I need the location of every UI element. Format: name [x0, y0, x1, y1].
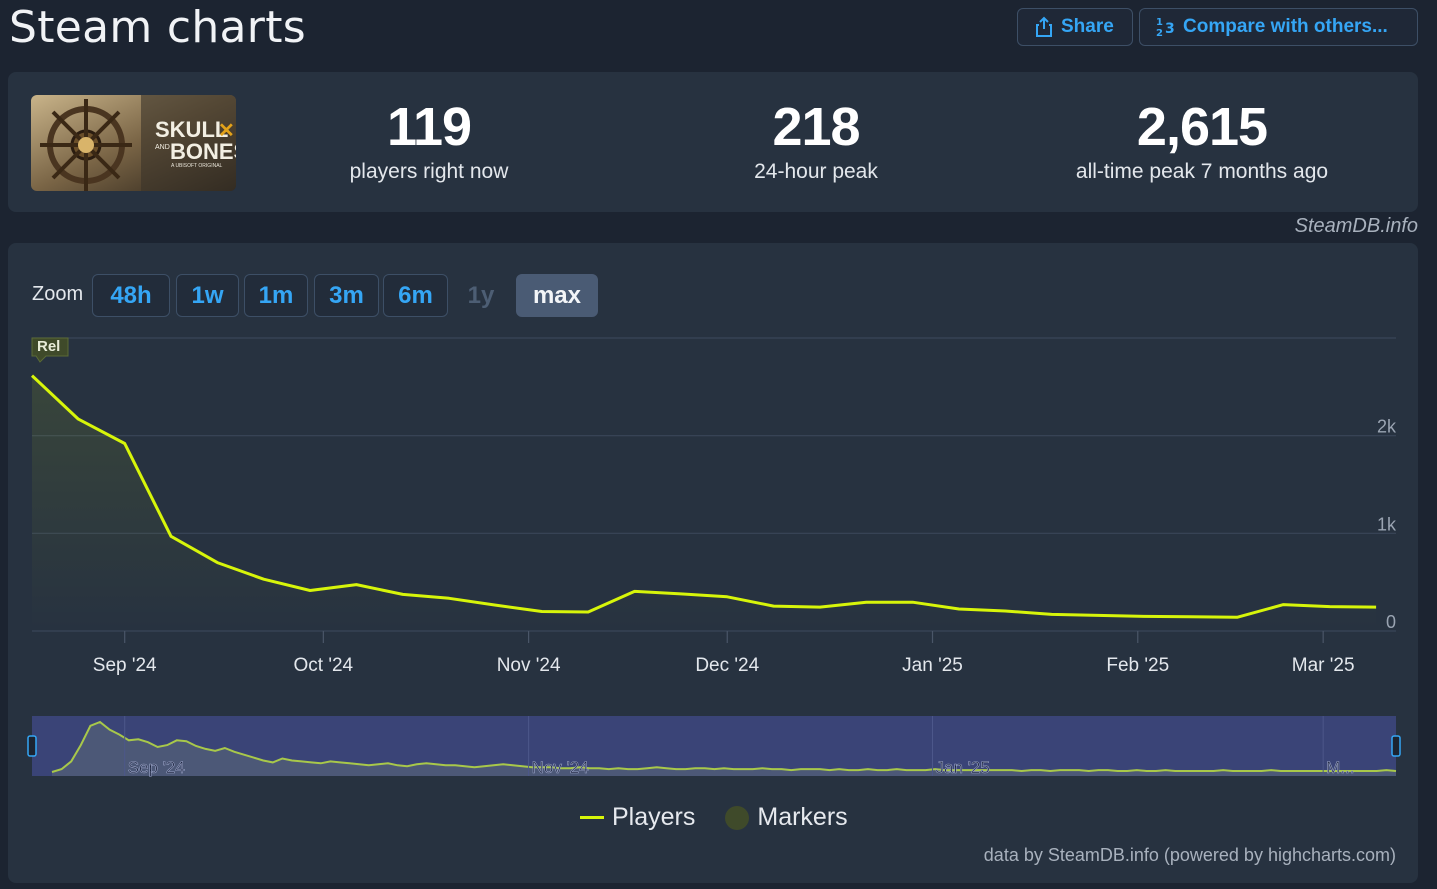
stat-24h-label: 24-hour peak [754, 160, 878, 183]
legend-markers[interactable]: Markers [725, 803, 848, 832]
stat-24h-peak: 218 24-hour peak [716, 96, 916, 184]
ship-wheel-icon [40, 99, 132, 191]
share-icon [1036, 16, 1052, 37]
x-tick-label: Nov '24 [497, 655, 561, 676]
svg-text:✕: ✕ [218, 120, 235, 142]
x-tick-label: Feb '25 [1106, 655, 1169, 676]
zoom-1w-button[interactable]: 1w [176, 274, 239, 317]
navigator-left-handle-grip[interactable] [27, 735, 37, 757]
svg-text:1: 1 [1156, 17, 1163, 28]
legend-markers-swatch [725, 805, 750, 830]
y-tick-label: 0 [1386, 612, 1396, 632]
stat-current-value: 119 [386, 97, 472, 157]
share-label: Share [1061, 16, 1114, 37]
zoom-1y-button: 1y [467, 281, 495, 309]
stat-current-label: players right now [349, 160, 509, 183]
zoom-3m-button[interactable]: 3m [314, 274, 379, 317]
legend-players[interactable]: Players [580, 803, 695, 832]
page-title: Steam charts [9, 2, 306, 53]
navigator-label: Sep '24 [128, 758, 185, 777]
stat-current-players: 119 players right now [329, 96, 529, 184]
share-button[interactable]: Share [1017, 8, 1133, 46]
svg-text:BONES: BONES [170, 139, 236, 164]
navigator-left-handle[interactable] [27, 735, 37, 757]
navigator-right-handle-grip[interactable] [1391, 735, 1401, 757]
x-tick-label: Mar '25 [1292, 655, 1355, 676]
stat-24h-value: 218 [772, 97, 860, 157]
zoom-48h-button[interactable]: 48h [92, 274, 170, 317]
zoom-label: Zoom [32, 283, 84, 305]
navigator-label: Nov '24 [532, 758, 589, 777]
legend-players-swatch [580, 816, 604, 819]
game-capsule-image[interactable]: SKULL ✕ AND BONES A UBISOFT ORIGINAL [31, 95, 236, 191]
zoom-max-button[interactable]: max [516, 274, 598, 317]
stats-panel: SKULL ✕ AND BONES A UBISOFT ORIGINAL 119… [8, 72, 1418, 212]
svg-text:2: 2 [1156, 28, 1163, 38]
stat-alltime-peak: 2,615 all-time peak 7 months ago [1042, 96, 1362, 184]
x-tick-label: Oct '24 [294, 655, 354, 676]
compare-icon: 1 2 3 [1156, 17, 1175, 38]
stat-alltime-label: all-time peak 7 months ago [1075, 160, 1329, 183]
release-marker[interactable]: Rel [31, 337, 69, 363]
compare-label: Compare with others... [1183, 16, 1388, 37]
svg-text:3: 3 [1165, 21, 1175, 37]
svg-text:SKULL: SKULL [155, 117, 228, 142]
zoom-6m-button[interactable]: 6m [383, 274, 448, 317]
page-header: Steam charts Share 1 2 3 Compare with ot… [0, 0, 1437, 62]
range-navigator[interactable]: Sep '24 Nov '24 Jan '25 M... [27, 716, 1401, 777]
svg-text:AND: AND [155, 144, 170, 151]
release-marker-label: Rel [37, 338, 60, 355]
x-axis: Sep '24 Oct '24 Nov '24 Dec '24 Jan '25 Feb '… [93, 631, 1355, 676]
navigator-line [51, 720, 1397, 773]
chart-panel [8, 243, 1418, 883]
players-area [32, 375, 1377, 631]
x-tick-label: Jan '25 [902, 655, 963, 676]
stat-alltime-value: 2,615 [1136, 97, 1268, 157]
chart-legend: Players Markers [580, 803, 848, 832]
compare-button[interactable]: 1 2 3 Compare with others... [1139, 8, 1418, 46]
steamdb-credit[interactable]: SteamDB.info [1294, 215, 1418, 237]
y-tick-label: 2k [1377, 417, 1397, 437]
legend-players-label: Players [612, 803, 696, 831]
release-marker-flag[interactable] [31, 337, 69, 363]
svg-text:A UBISOFT ORIGINAL: A UBISOFT ORIGINAL [171, 163, 223, 169]
navigator-label: Jan '25 [936, 758, 990, 777]
x-tick-label: Dec '24 [695, 655, 759, 676]
navigator-area [52, 722, 1396, 776]
navigator-right-handle[interactable] [1391, 735, 1401, 757]
footer-credit[interactable]: data by SteamDB.info (powered by highcha… [983, 845, 1396, 865]
navigator-label: M... [1326, 758, 1354, 777]
zoom-1m-button[interactable]: 1m [244, 274, 308, 317]
legend-markers-label: Markers [757, 803, 848, 831]
y-tick-label: 1k [1377, 514, 1397, 534]
y-axis-labels: 0 1k 2k [1377, 417, 1397, 632]
x-tick-label: Sep '24 [93, 655, 157, 676]
players-series-line [30, 374, 1377, 619]
